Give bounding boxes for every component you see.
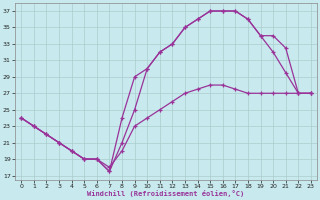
X-axis label: Windchill (Refroidissement éolien,°C): Windchill (Refroidissement éolien,°C) [87,190,245,197]
